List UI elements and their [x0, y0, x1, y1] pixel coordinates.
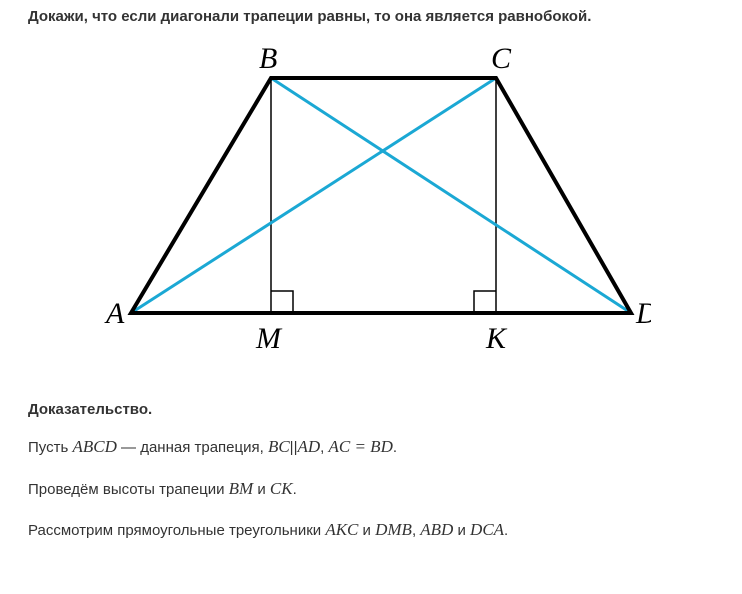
math-ck: CK: [270, 479, 293, 498]
diagram-container: A B C D M K: [28, 43, 714, 373]
proof-line-2: Проведём высоты трапеции BM и CK.: [28, 476, 714, 502]
text-segment: Проведём высоты трапеции: [28, 481, 229, 498]
label-b: B: [259, 43, 277, 75]
proof-heading: Доказательство.: [28, 401, 714, 418]
proof-line-1: Пусть ABCD — данная трапеция, BC||AD, AC…: [28, 434, 714, 460]
text-segment: и: [253, 481, 270, 498]
problem-title: Докажи, что если диагонали трапеции равн…: [28, 8, 714, 25]
trapezoid-outline: [131, 78, 631, 313]
math-bm: BM: [229, 479, 254, 498]
label-m: M: [255, 322, 283, 355]
text-segment: .: [393, 439, 397, 456]
text-segment: и: [358, 522, 375, 539]
label-d: D: [635, 297, 651, 330]
text-segment: Пусть: [28, 439, 72, 456]
diagonal-bd: [271, 78, 631, 313]
text-segment: и: [453, 522, 470, 539]
label-c: C: [491, 43, 512, 75]
right-angle-m: [271, 291, 293, 313]
text-segment: .: [293, 481, 297, 498]
math-ad: AD: [297, 437, 320, 456]
label-a: A: [104, 297, 125, 330]
diagonal-ac: [131, 78, 496, 313]
proof-line-3: Рассмотрим прямоугольные треугольники AK…: [28, 517, 714, 543]
math-bc: BC: [268, 437, 290, 456]
math-ac-eq-bd: AC = BD: [328, 437, 392, 456]
text-segment: — данная трапеция,: [117, 439, 268, 456]
math-dca: DCA: [470, 520, 504, 539]
math-abd: ABD: [420, 520, 453, 539]
math-abcd: ABCD: [72, 437, 116, 456]
text-segment: .: [504, 522, 508, 539]
math-dmb: DMB: [375, 520, 412, 539]
text-segment: Рассмотрим прямоугольные треугольники: [28, 522, 325, 539]
math-akc: AKC: [325, 520, 358, 539]
trapezoid-diagram: A B C D M K: [91, 43, 651, 373]
label-k: K: [485, 322, 508, 355]
right-angle-k: [474, 291, 496, 313]
